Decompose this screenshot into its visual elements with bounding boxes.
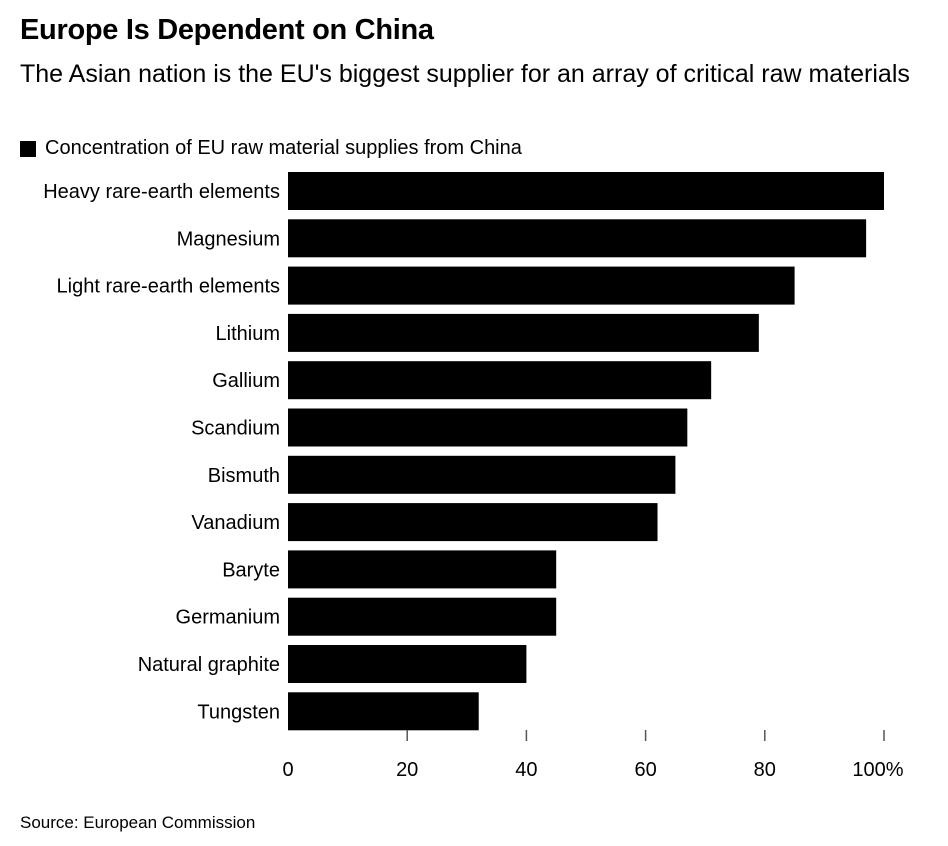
x-tick-label: 60 <box>634 759 656 781</box>
category-label: Natural graphite <box>138 654 280 676</box>
x-tick-label: 0 <box>282 759 293 781</box>
bar <box>288 266 795 305</box>
bar <box>288 172 884 210</box>
x-tick-label: 80 <box>754 759 776 781</box>
bar <box>288 361 712 400</box>
bar <box>288 503 658 542</box>
bar <box>288 692 479 731</box>
category-label: Bismuth <box>208 465 280 487</box>
category-label: Germanium <box>176 607 280 629</box>
bar <box>288 597 557 636</box>
bar <box>288 219 867 258</box>
chart-subtitle: The Asian nation is the EU's biggest sup… <box>20 60 910 88</box>
category-label: Lithium <box>216 323 280 345</box>
bar <box>288 455 676 494</box>
chart-title: Europe Is Dependent on China <box>20 14 434 46</box>
legend-swatch <box>20 140 36 157</box>
category-label: Heavy rare-earth elements <box>43 181 280 203</box>
x-tick-label: 40 <box>515 759 537 781</box>
legend-label: Concentration of EU raw material supplie… <box>45 137 522 159</box>
category-label: Gallium <box>212 370 280 392</box>
x-tick-label: 20 <box>396 759 418 781</box>
bar <box>288 313 759 352</box>
category-label: Tungsten <box>197 701 280 723</box>
bar <box>288 645 527 683</box>
category-label: Vanadium <box>191 512 280 534</box>
x-tick-label: 100% <box>852 759 903 781</box>
category-label: Baryte <box>222 559 280 581</box>
bar <box>288 408 688 447</box>
category-label: Magnesium <box>177 228 280 250</box>
category-label: Scandium <box>191 418 280 440</box>
bar <box>288 550 557 589</box>
legend: Concentration of EU raw material supplie… <box>20 137 522 160</box>
category-label: Light rare-earth elements <box>57 276 280 298</box>
source-note: Source: European Commission <box>20 813 256 832</box>
